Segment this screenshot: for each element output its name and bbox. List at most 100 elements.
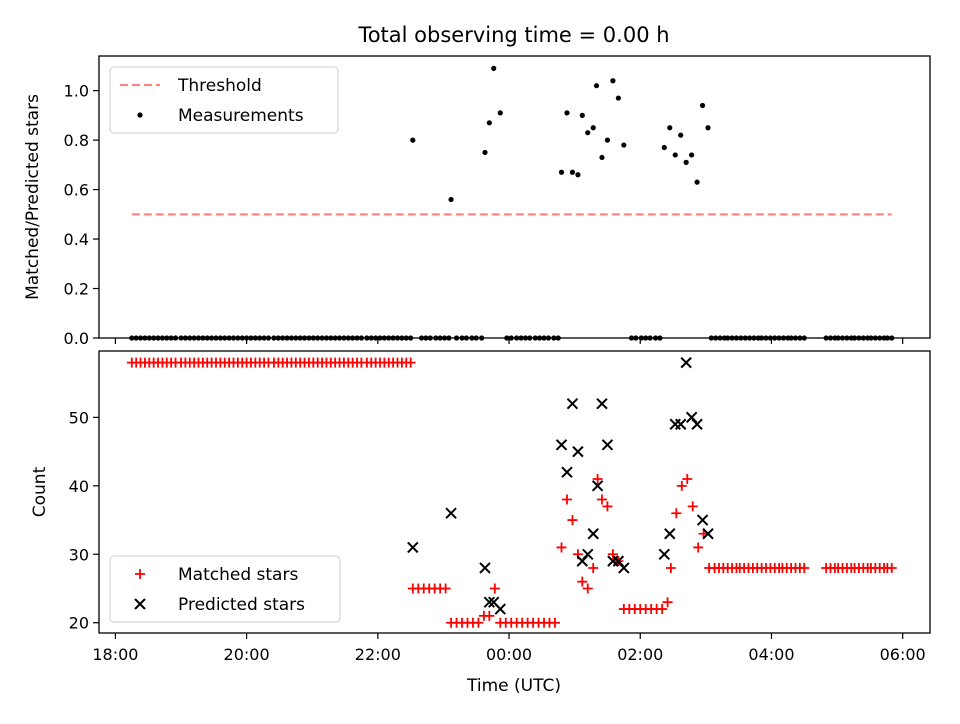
x-tick-label: 02:00 bbox=[617, 645, 663, 664]
measurement-point bbox=[699, 102, 706, 109]
bottom-plot-frame bbox=[98, 350, 931, 634]
legend-box bbox=[109, 555, 341, 623]
predicted-star-point bbox=[494, 603, 506, 615]
measurement-point bbox=[448, 196, 454, 203]
predicted-star-point bbox=[572, 445, 584, 458]
measurement-point bbox=[569, 169, 576, 175]
measurement-point bbox=[486, 120, 492, 126]
top-axes: 0.0 0.2 0.4 0.6 0.8 1.0 bbox=[64, 82, 904, 348]
matched-star-point bbox=[484, 610, 495, 621]
y-tick-label: 0.8 bbox=[64, 131, 89, 150]
predicted-star-point bbox=[691, 418, 703, 430]
measurement-point bbox=[705, 125, 711, 131]
bottom-panel-marks bbox=[126, 356, 897, 628]
matched-star-point bbox=[671, 508, 682, 519]
predicted-star-point bbox=[618, 562, 630, 574]
measurement-point bbox=[599, 154, 605, 161]
chart-title: Total observing time = 0.00 h bbox=[357, 23, 669, 47]
matched-star-point bbox=[588, 562, 599, 573]
matched-star-point bbox=[592, 473, 603, 484]
measurement-point bbox=[661, 144, 667, 151]
matched-star-point bbox=[704, 562, 715, 573]
x-axis-label: Time (UTC) bbox=[466, 676, 561, 696]
measurement-point bbox=[689, 152, 695, 158]
matched-star-point bbox=[577, 576, 588, 587]
matched-star-point bbox=[682, 473, 693, 484]
predicted-star-point bbox=[445, 507, 457, 519]
measurement-point bbox=[585, 130, 591, 136]
matched-star-point bbox=[405, 357, 416, 368]
measurement-point bbox=[610, 78, 616, 84]
y-tick-label: 0.6 bbox=[64, 181, 89, 200]
measurement-point bbox=[579, 112, 585, 118]
top-y-axis-label: Matched/Predicted stars bbox=[23, 94, 43, 300]
bottom-axes: 20 30 40 50 18:00 20:00 22:00 00:00 02:00 04:00 06… bbox=[69, 408, 926, 664]
predicted-star-point bbox=[587, 528, 599, 540]
measurement-point bbox=[667, 125, 673, 131]
matched-star-point bbox=[561, 494, 572, 505]
predicted-star-point bbox=[591, 480, 604, 492]
legend-label: Matched stars bbox=[178, 565, 298, 585]
predicted-star-point bbox=[658, 548, 671, 560]
predicted-star-point bbox=[561, 466, 573, 478]
matched-star-point bbox=[556, 542, 567, 553]
predicted-star-point bbox=[696, 514, 709, 526]
predicted-star-point bbox=[483, 596, 496, 608]
top-plot-frame bbox=[98, 55, 931, 339]
predicted-star-point bbox=[479, 562, 491, 574]
matched-star-point bbox=[489, 583, 500, 594]
measurement-point bbox=[593, 83, 600, 89]
legend-plus-swatch bbox=[135, 569, 145, 579]
predicted-star-point bbox=[702, 528, 714, 540]
matched-star-point bbox=[657, 604, 668, 615]
measurement-point bbox=[497, 110, 503, 116]
matched-star-point bbox=[596, 494, 607, 505]
matched-star-point bbox=[473, 617, 484, 628]
matched-star-point bbox=[693, 542, 704, 553]
legend-x-swatch bbox=[134, 598, 146, 610]
measurement-point bbox=[694, 179, 700, 185]
bottom-legend: Matched stars Predicted stars bbox=[109, 555, 341, 623]
measurement-point bbox=[590, 125, 596, 131]
legend-label: Predicted stars bbox=[178, 595, 305, 615]
predicted-star-point bbox=[596, 397, 608, 410]
matched-star-point bbox=[607, 549, 618, 560]
y-tick-label: 0.2 bbox=[64, 280, 89, 299]
predicted-star-point bbox=[555, 439, 568, 451]
y-tick-label: 30 bbox=[69, 545, 89, 564]
predicted-star-point bbox=[582, 548, 594, 560]
predicted-star-point bbox=[664, 528, 676, 540]
x-tick-label: 20:00 bbox=[224, 645, 270, 664]
measurement-point bbox=[615, 95, 621, 101]
matched-star-point bbox=[665, 562, 676, 573]
x-tick-label: 04:00 bbox=[748, 645, 794, 664]
x-tick-label: 18:00 bbox=[92, 645, 138, 664]
matched-star-point bbox=[687, 501, 698, 512]
y-tick-label: 1.0 bbox=[64, 82, 89, 101]
top-legend: Threshold Measurements bbox=[109, 66, 339, 134]
legend-box bbox=[109, 66, 339, 134]
y-tick-label: 0.4 bbox=[64, 230, 89, 249]
predicted-star-point bbox=[669, 418, 681, 430]
predicted-star-point bbox=[680, 356, 692, 369]
matched-star-point bbox=[886, 562, 897, 573]
measurement-point bbox=[683, 159, 689, 165]
matched-star-point bbox=[662, 597, 673, 608]
measurement-point bbox=[410, 137, 416, 143]
matched-star-point bbox=[799, 562, 810, 573]
measurement-point bbox=[558, 169, 565, 175]
y-tick-label: 50 bbox=[69, 408, 89, 427]
x-tick-label: 06:00 bbox=[880, 645, 926, 664]
matched-star-point bbox=[676, 480, 687, 491]
matched-star-point bbox=[582, 583, 593, 594]
predicted-star-point bbox=[407, 541, 419, 554]
measurement-point bbox=[621, 142, 627, 148]
y-tick-label: 40 bbox=[69, 477, 89, 496]
predicted-star-point bbox=[566, 397, 579, 410]
matched-star-point bbox=[567, 515, 578, 526]
measurement-point bbox=[482, 149, 488, 156]
predicted-star-point bbox=[601, 439, 614, 451]
y-tick-label: 0.0 bbox=[64, 329, 89, 348]
measurement-point bbox=[564, 110, 570, 116]
